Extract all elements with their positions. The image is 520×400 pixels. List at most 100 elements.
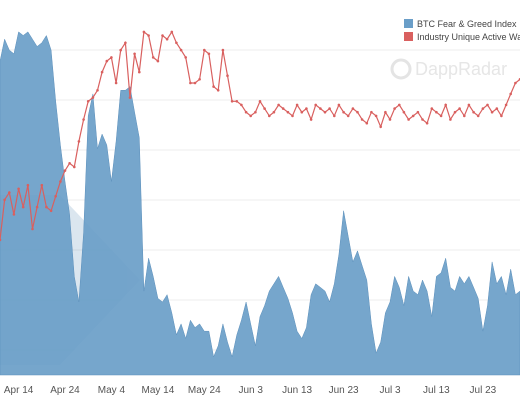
line-point (356, 110, 359, 114)
line-point (379, 125, 383, 129)
line-point (476, 114, 480, 118)
line-point (268, 114, 271, 118)
line-point (254, 110, 257, 114)
line-point (435, 110, 438, 114)
line-point (40, 183, 44, 187)
line-point (365, 121, 369, 125)
legend: BTC Fear & Greed Index Industry Unique A… (404, 19, 520, 42)
line-point (258, 100, 262, 103)
line-point (73, 165, 76, 169)
line-point (12, 213, 16, 216)
line-point (165, 37, 169, 41)
line-point (305, 107, 308, 110)
x-tick-label-5: Jun 3 (238, 385, 263, 396)
line-point (170, 30, 174, 34)
line-point (96, 89, 99, 92)
line-point (244, 110, 248, 114)
line-point (26, 183, 30, 187)
x-axis-ticks: Apr 14 Apr 24 May 4 May 14 May 24 Jun 3 Jun 13… (4, 385, 497, 396)
x-tick-label-4: May 24 (188, 385, 221, 396)
line-point (8, 191, 11, 194)
line-point (59, 180, 62, 183)
watermark-text: DappRadar (415, 59, 507, 79)
line-point (425, 121, 429, 125)
line-point (295, 103, 299, 107)
line-point (230, 100, 234, 103)
line-point (133, 52, 136, 56)
line-point (328, 107, 331, 110)
line-point (119, 48, 122, 52)
line-point (291, 114, 294, 118)
line-point (203, 48, 206, 52)
line-point (91, 96, 95, 99)
line-point (342, 110, 345, 114)
line-point (430, 107, 434, 110)
line-point (263, 107, 266, 110)
line-point (374, 114, 378, 118)
x-tick-label-3: May 14 (142, 385, 175, 396)
line-point (198, 78, 201, 81)
line-point (467, 103, 471, 107)
line-point (495, 107, 499, 110)
line-point (323, 110, 327, 114)
line-point (509, 92, 512, 96)
line-point (360, 118, 364, 121)
line-point (514, 81, 517, 85)
legend-item-0: BTC Fear & Greed Index (404, 19, 517, 29)
line-point (68, 162, 71, 165)
line-point (212, 85, 215, 88)
line-point (105, 59, 109, 63)
line-point (453, 110, 457, 114)
line-point (142, 30, 146, 34)
line-point (17, 187, 20, 191)
line-point (411, 114, 415, 118)
legend-item-1: Industry Unique Active Wallets (404, 32, 520, 42)
line-point (416, 110, 420, 114)
line-point (49, 209, 53, 213)
x-tick-label-6: Jun 13 (282, 385, 312, 396)
line-point (161, 34, 164, 37)
line-point (31, 227, 34, 231)
line-point (207, 52, 211, 56)
legend-label-1: Industry Unique Active Wallets (417, 32, 520, 42)
line-point (486, 103, 489, 107)
legend-swatch-0 (404, 19, 413, 28)
line-point (309, 118, 313, 121)
line-point (319, 107, 322, 110)
line-point (175, 41, 178, 45)
line-point (45, 205, 48, 209)
line-point (63, 169, 67, 172)
x-tick-label-0: Apr 14 (4, 385, 34, 396)
x-tick-label-9: Jul 13 (423, 385, 450, 396)
x-tick-label-10: Jul 23 (470, 385, 497, 396)
x-tick-label-2: May 4 (98, 385, 126, 396)
line-point (370, 110, 373, 114)
line-point (82, 118, 85, 121)
line-point (402, 110, 406, 114)
line-point (300, 110, 304, 114)
line-point (226, 74, 229, 77)
line-point (240, 103, 243, 107)
line-point (147, 34, 150, 37)
line-point (407, 118, 410, 121)
line-point (277, 103, 280, 107)
x-tick-label-1: Apr 24 (50, 385, 80, 396)
line-point (458, 107, 461, 110)
line-point (151, 56, 155, 59)
line-point (21, 205, 25, 209)
line-point (337, 103, 341, 107)
line-point (504, 103, 508, 107)
line-point (221, 48, 225, 52)
x-tick-label-7: Jun 23 (329, 385, 359, 396)
line-point (333, 114, 336, 118)
line-point (128, 96, 132, 99)
line-point (3, 198, 6, 202)
line-point (444, 103, 448, 107)
line-point (500, 114, 503, 118)
line-point (490, 110, 494, 114)
line-point (249, 114, 252, 118)
x-tick-label-8: Jul 3 (379, 385, 401, 396)
line-point (138, 70, 141, 74)
line-point (235, 100, 239, 103)
line-point (216, 89, 220, 92)
